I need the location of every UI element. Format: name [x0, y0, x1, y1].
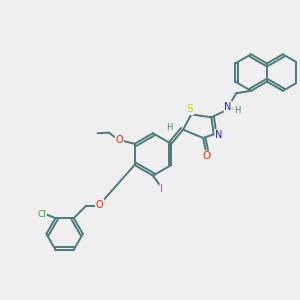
- Text: I: I: [160, 184, 163, 194]
- Text: N: N: [224, 102, 232, 112]
- Text: O: O: [202, 151, 211, 161]
- Text: Cl: Cl: [37, 210, 46, 219]
- Text: N: N: [215, 130, 223, 140]
- Text: O: O: [116, 135, 123, 145]
- Text: H: H: [234, 106, 240, 115]
- Text: S: S: [187, 104, 193, 114]
- Text: O: O: [96, 200, 104, 210]
- Text: H: H: [166, 123, 172, 132]
